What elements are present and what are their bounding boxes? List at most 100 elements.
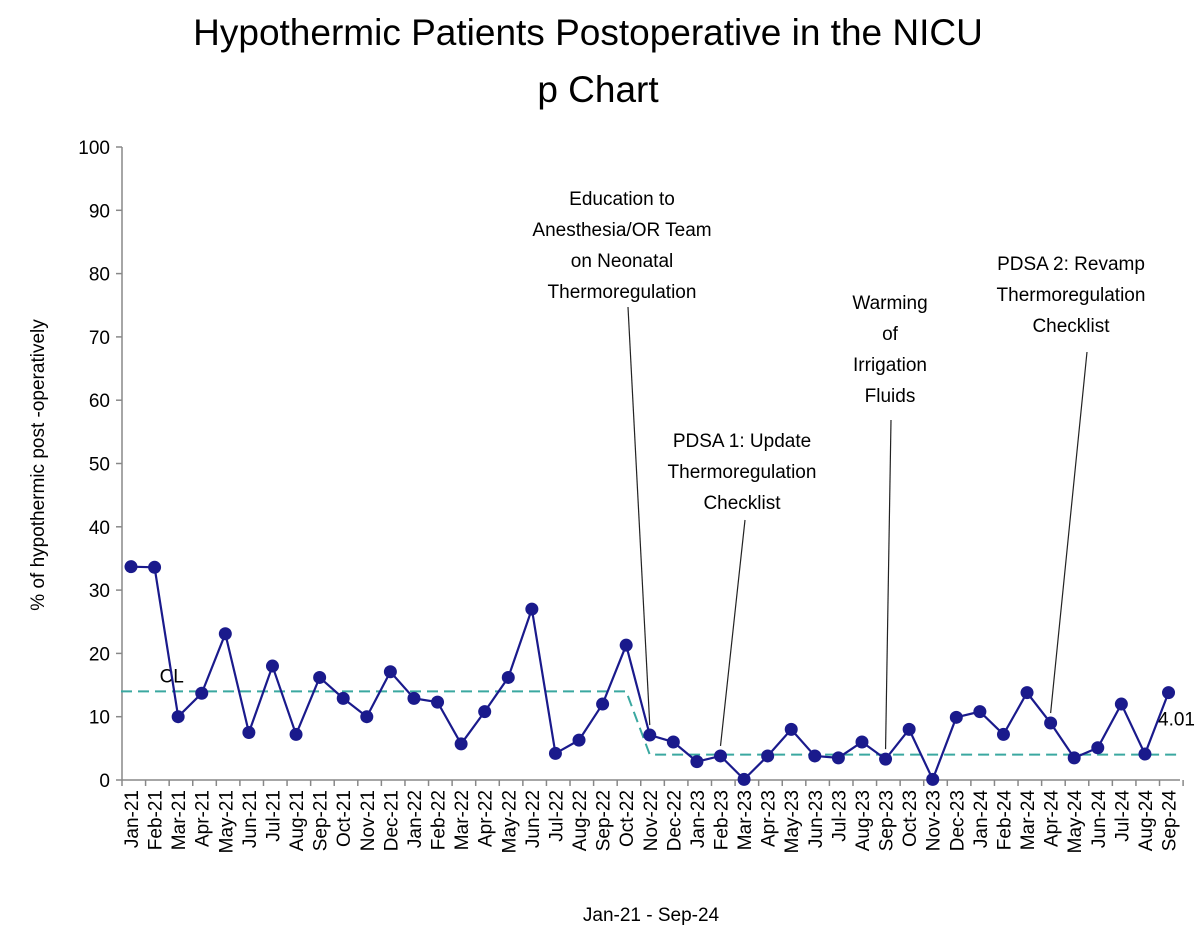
x-tick-label: Jan-24 <box>971 790 992 849</box>
data-point <box>525 602 539 616</box>
x-tick-label: May-22 <box>499 790 520 853</box>
x-tick-label: Sep-23 <box>877 790 898 851</box>
x-tick-label: Feb-21 <box>146 790 167 850</box>
center-line <box>121 690 1182 756</box>
x-tick-label: Sep-22 <box>594 790 615 851</box>
data-point <box>454 737 468 751</box>
data-point <box>289 727 303 741</box>
x-tick-label: Aug-21 <box>287 790 308 851</box>
y-tick-label: 80 <box>89 265 110 286</box>
data-point <box>572 733 586 747</box>
data-point <box>195 686 209 700</box>
chart-subtitle: p Chart <box>537 69 659 110</box>
x-tick-label: Oct-23 <box>900 790 921 847</box>
x-tick-label: Oct-21 <box>334 790 355 847</box>
x-tick-label: Dec-21 <box>381 790 402 851</box>
x-tick-label: Jan-23 <box>688 790 709 848</box>
x-tick-label: Nov-22 <box>641 790 662 851</box>
x-tick-label: Mar-21 <box>169 790 190 850</box>
annotation-text-line: Fluids <box>865 386 916 407</box>
y-tick-label: 60 <box>89 391 110 412</box>
data-point <box>996 727 1010 741</box>
data-point <box>619 638 633 652</box>
series-line <box>130 565 1170 783</box>
data-point <box>1114 697 1128 711</box>
annotation-text-line: of <box>882 324 899 345</box>
annotation-text-line: Checklist <box>703 493 781 514</box>
data-point <box>313 670 327 684</box>
data-point <box>1067 751 1081 765</box>
annotation-leader-line <box>627 306 651 726</box>
annotation-leader-line <box>884 419 892 750</box>
data-point <box>360 710 374 724</box>
data-point <box>831 751 845 765</box>
data-point <box>242 726 256 740</box>
x-tick-label: Jun-24 <box>1089 790 1110 849</box>
data-point <box>926 772 940 786</box>
x-tick-label: Jul-22 <box>546 790 567 842</box>
x-tick-label: Aug-24 <box>1136 790 1157 852</box>
data-point <box>478 705 492 719</box>
x-tick-label: Sep-21 <box>311 790 332 851</box>
y-tick-label: 70 <box>89 328 110 349</box>
data-point <box>383 665 397 679</box>
y-axis-label: % of hypothermic post -operatively <box>28 319 49 611</box>
data-point <box>548 746 562 760</box>
x-tick-label: May-23 <box>782 790 803 853</box>
annotation-text-line: Irrigation <box>853 355 927 376</box>
x-tick-label: Feb-24 <box>994 790 1015 851</box>
annotation-text-line: PDSA 2: Revamp <box>997 254 1145 275</box>
data-point <box>265 659 279 673</box>
x-tick-label: Mar-24 <box>1018 790 1039 851</box>
annotation-text-line: Thermoregulation <box>548 282 697 303</box>
x-tick-label: Apr-22 <box>476 790 497 847</box>
annotation-text-line: PDSA 1: Update <box>673 431 811 452</box>
data-point <box>1020 686 1034 700</box>
x-tick-label: Jul-23 <box>829 790 850 842</box>
data-point <box>148 560 162 574</box>
x-tick-label: Jul-21 <box>263 790 284 842</box>
x-tick-label: Sep-24 <box>1160 790 1181 852</box>
x-tick-label: Feb-23 <box>712 790 733 850</box>
x-tick-label: Nov-21 <box>358 790 379 851</box>
y-tick-label: 50 <box>89 455 110 476</box>
data-point <box>1138 747 1152 761</box>
y-tick-label: 0 <box>99 771 110 792</box>
x-tick-label: Jun-21 <box>240 790 261 848</box>
data-point <box>737 772 751 786</box>
data-point <box>879 752 893 766</box>
data-point <box>808 749 822 763</box>
x-tick-label: Aug-23 <box>853 790 874 851</box>
y-tick-label: 40 <box>89 518 110 539</box>
data-point <box>973 705 987 719</box>
x-tick-label: Feb-22 <box>429 790 450 850</box>
x-tick-label: Jul-24 <box>1112 790 1133 842</box>
x-tick-label: Mar-23 <box>735 790 756 850</box>
x-tick-label: Apr-21 <box>193 790 214 847</box>
center-line-value-label: 4.01 <box>1158 710 1195 731</box>
x-tick-label: May-21 <box>216 790 237 853</box>
annotation-text-line: Checklist <box>1032 316 1110 337</box>
data-point <box>596 697 610 711</box>
y-tick-label: 10 <box>89 708 110 729</box>
data-point <box>1091 741 1105 755</box>
data-point <box>714 749 727 763</box>
x-tick-label: Jun-23 <box>806 790 827 848</box>
annotation-text-line: Thermoregulation <box>997 285 1146 306</box>
x-tick-label: Dec-23 <box>947 790 968 851</box>
x-tick-label: Apr-23 <box>759 790 780 847</box>
y-tick-label: 20 <box>89 644 110 665</box>
x-axis-label: Jan-21 - Sep-24 <box>583 905 720 926</box>
annotation-leader-line <box>1050 351 1088 714</box>
annotation-text-line: on Neonatal <box>571 251 673 272</box>
annotation-text-line: Thermoregulation <box>668 462 817 483</box>
x-tick-label: Aug-22 <box>570 790 591 851</box>
x-tick-label: Mar-22 <box>452 790 473 850</box>
annotation-text-line: Warming <box>852 293 927 314</box>
data-point <box>690 755 704 769</box>
data-point <box>666 735 680 749</box>
data-point <box>336 691 350 705</box>
x-tick-label: Jun-22 <box>523 790 544 848</box>
x-tick-label: Jan-22 <box>405 790 426 848</box>
